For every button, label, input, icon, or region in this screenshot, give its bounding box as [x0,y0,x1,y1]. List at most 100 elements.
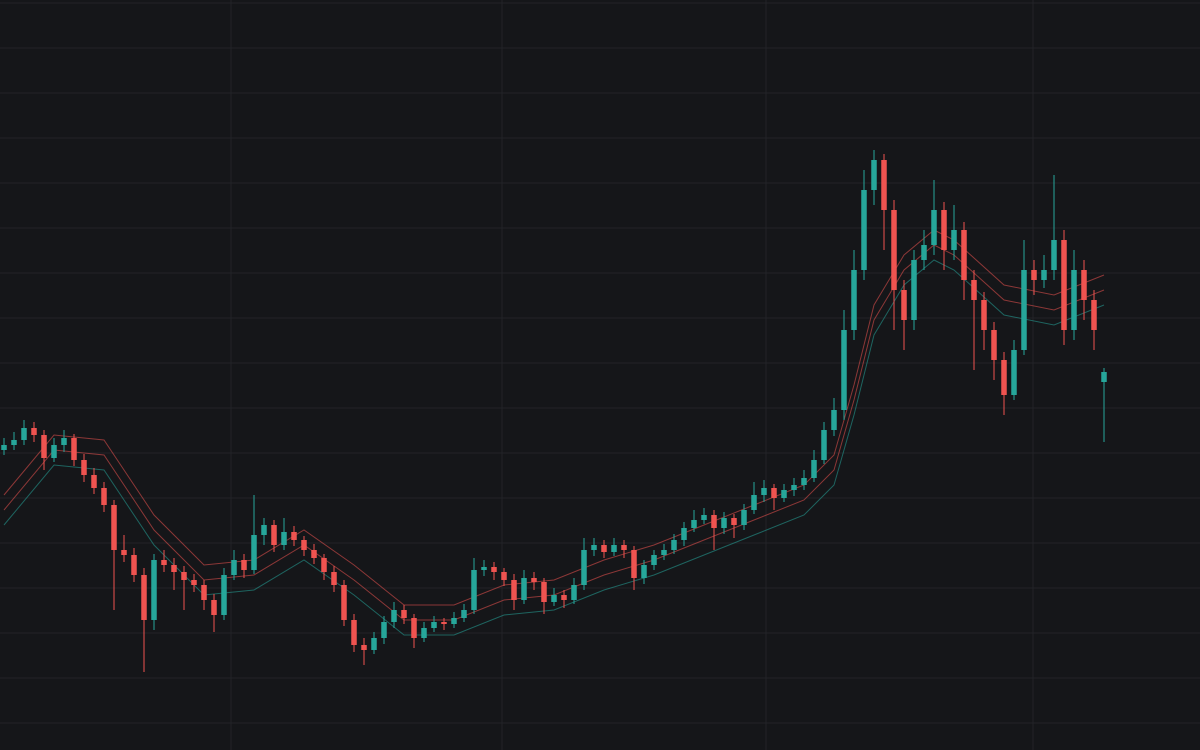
candle-body [331,572,337,585]
candle-body [651,555,657,565]
candle-body [871,160,877,190]
candle-body [951,230,957,250]
candle-body [41,435,47,458]
candle-body [481,567,487,570]
candle-body [791,485,797,490]
candle-body [841,330,847,410]
candle-body [131,555,137,575]
candle-body [761,488,767,495]
candle-body [611,545,617,552]
candle-body [101,488,107,505]
candle-body [931,210,937,245]
candle-body [581,550,587,585]
candle-body [891,210,897,290]
candle-body [831,410,837,430]
candle-body [691,520,697,528]
candle-body [11,440,17,445]
candle-body [381,622,387,638]
candle-body [321,558,327,572]
candle-body [371,638,377,650]
candle-body [621,545,627,550]
candle-body [661,550,667,555]
candle-body [721,518,727,528]
candle-body [311,550,317,558]
candle-body [261,525,267,535]
band-line [3,259,1105,636]
candle-body [61,438,67,445]
candle-body [171,565,177,572]
candle-body [911,260,917,320]
candle-body [811,460,817,478]
candle-body [31,428,37,435]
candle-body [401,610,407,618]
candle-body [751,495,757,510]
candle-body [491,567,497,572]
candle-body [91,475,97,488]
candle-body [341,585,347,620]
candle-body [1,445,7,450]
candle-body [1031,270,1037,280]
candle-body [1091,300,1097,330]
candle-body [461,610,467,618]
candle-body [801,478,807,485]
candle-body [681,528,687,540]
candle-body [981,300,987,330]
candle-body [731,518,737,525]
candle-body [821,430,827,460]
candle-body [291,532,297,540]
candle-body [111,505,117,550]
candle-body [881,160,887,210]
candle-body [591,545,597,550]
candle-body [21,428,27,440]
candle-body [361,645,367,650]
candle-body [431,622,437,628]
candle-body [991,330,997,360]
candle-body [471,570,477,610]
candle-body [181,572,187,580]
candle-body [391,610,397,622]
candle-body [1041,270,1047,280]
candle-body [641,565,647,578]
candle-body [771,488,777,498]
candle-body [211,600,217,615]
candle-body [351,620,357,645]
candle-body [511,580,517,600]
candle-body [441,622,447,624]
candle-body [851,270,857,330]
candle-body [1081,270,1087,300]
candle-body [1051,240,1057,270]
candle-body [571,585,577,600]
band-line [3,229,1105,606]
candle-body [711,515,717,528]
candle-body [541,582,547,602]
candle-body [221,575,227,615]
candle-body [71,438,77,460]
candle-body [271,525,277,545]
candle-body [201,585,207,600]
candle-body [1101,372,1107,382]
candle-body [971,280,977,300]
candle-body [701,515,707,520]
candle-body [141,575,147,620]
candle-body [1061,240,1067,330]
candle-body [501,572,507,580]
candle-body [251,535,257,570]
candle-body [551,595,557,602]
candle-body [561,595,567,600]
candle-body [1011,350,1017,395]
candle-body [231,560,237,575]
candle-body [521,578,527,600]
candle-body [861,190,867,270]
candle-body [741,510,747,525]
candle-body [301,540,307,550]
candle-body [941,210,947,250]
candle-body [921,245,927,260]
candle-body [1071,270,1077,330]
candle-body [51,445,57,458]
candle-body [601,545,607,552]
candle-body [901,290,907,320]
candle-body [961,230,967,280]
